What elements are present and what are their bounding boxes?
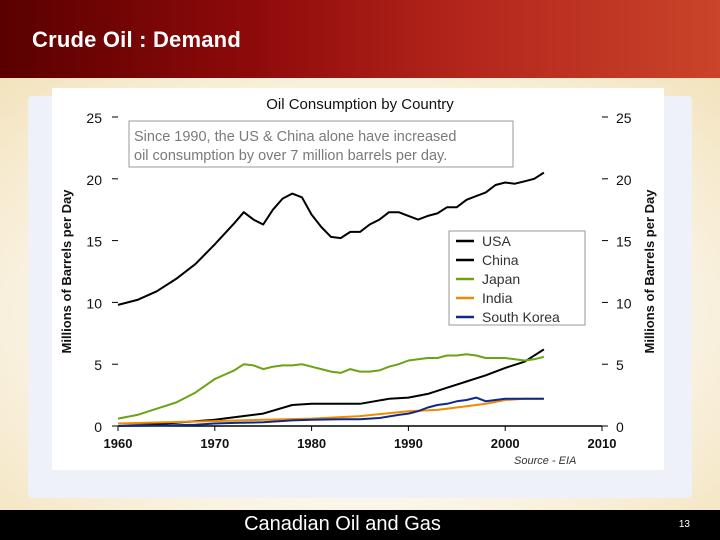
y-tick-label-left: 15 [86,234,102,250]
y-tick-label-left: 25 [86,110,102,126]
y-tick-label-left: 20 [86,172,102,188]
y-tick-label-right: 0 [616,419,624,435]
y-axis-label-left: Millions of Barrels per Day [59,189,74,354]
slide-footer: Canadian Oil and Gas 13 [0,510,720,540]
legend-label-usa: USA [482,233,511,249]
x-tick-label: 1970 [200,436,229,451]
x-tick-label: 1960 [104,436,133,451]
x-tick-label: 1980 [297,436,326,451]
slide-title-bar: Crude Oil : Demand [0,0,720,78]
y-tick-label-right: 10 [616,295,632,311]
y-tick-label-left: 5 [94,357,102,373]
series-line-south-korea [117,396,544,427]
y-tick-label-right: 20 [616,172,632,188]
legend-box [448,230,586,326]
y-tick-label-left: 10 [86,295,102,311]
y-tick-label-right: 25 [616,110,632,126]
y-tick-label-right: 15 [616,234,632,250]
y-axis-label-right: Millions of Barrels per Day [642,189,657,354]
annotation-line-1: Since 1990, the US & China alone have in… [134,129,456,145]
series-line-usa [117,171,545,306]
legend-label-japan: Japan [482,271,520,287]
series-line-japan [117,353,545,420]
legend-label-china: China [482,252,519,268]
legend-label-india: India [482,290,513,306]
chart-source: Source - EIA [514,455,576,467]
x-tick-label: 2000 [491,436,520,451]
oil-consumption-chart: Oil Consumption by Country 0 0 5 5 10 10 15 15 20… [59,96,657,467]
footer-text: Canadian Oil and Gas [244,513,441,535]
x-tick-label: 2010 [588,436,617,451]
y-tick-label-right: 5 [616,357,624,373]
slide-title: Crude Oil : Demand [32,27,241,52]
annotation-box [128,120,514,168]
x-tick-label: 1990 [394,436,423,451]
series-line-china [118,348,545,425]
annotation-line-2: oil consumption by over 7 million barrel… [134,148,447,164]
chart-title: Oil Consumption by Country [266,96,454,113]
series-line-india [117,397,544,425]
page-number: 13 [678,519,690,530]
y-tick-label-left: 0 [94,419,102,435]
legend-label-south-korea: South Korea [482,309,560,325]
